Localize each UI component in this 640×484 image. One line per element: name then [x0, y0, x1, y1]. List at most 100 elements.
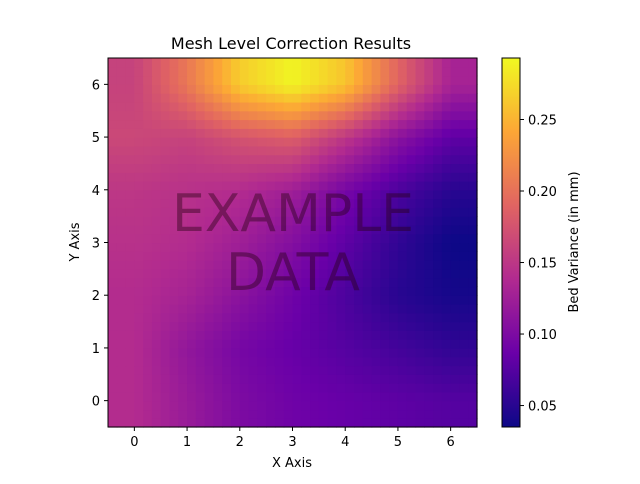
heatmap-cell — [362, 356, 373, 367]
heatmap-cell — [468, 339, 478, 349]
heatmap-cell — [389, 207, 399, 217]
heatmap-cell — [283, 154, 294, 165]
heatmap-cell — [345, 339, 355, 349]
heatmap-cell — [187, 304, 197, 314]
heatmap-cell — [248, 365, 258, 375]
heatmap-cell — [195, 251, 206, 261]
heatmap-cell — [310, 110, 320, 121]
heatmap-cell — [441, 198, 452, 208]
heatmap-cell — [441, 304, 452, 314]
heatmap-cell — [354, 84, 364, 94]
heatmap-cell — [468, 181, 478, 191]
heatmap-cell — [178, 84, 188, 94]
heatmap-cell — [151, 128, 162, 138]
heatmap-cell — [151, 242, 162, 252]
heatmap-cell — [222, 110, 232, 121]
heatmap-cell — [301, 110, 311, 121]
heatmap-cell — [108, 409, 118, 419]
heatmap-cell — [327, 330, 338, 340]
heatmap-cell — [459, 110, 469, 121]
heatmap-cell — [204, 304, 215, 314]
heatmap-cell — [169, 295, 179, 305]
heatmap-cell — [125, 137, 135, 147]
heatmap-cell — [160, 418, 171, 428]
heatmap-cell — [151, 347, 162, 358]
heatmap-cell — [310, 233, 320, 244]
heatmap-cell — [204, 418, 215, 428]
heatmap-cell — [108, 365, 118, 375]
heatmap-cell — [108, 312, 118, 323]
heatmap-cell — [336, 260, 346, 270]
heatmap-cell — [415, 93, 425, 103]
heatmap-cell — [231, 330, 241, 340]
heatmap-cell — [187, 101, 197, 112]
heatmap-cell — [134, 251, 144, 261]
heatmap-cell — [239, 277, 250, 288]
heatmap-cell — [468, 128, 478, 138]
heatmap-cell — [222, 260, 232, 270]
heatmap-cell — [345, 216, 355, 226]
heatmap-cell — [362, 93, 373, 103]
heatmap-cell — [415, 198, 425, 208]
heatmap-cell — [327, 58, 338, 68]
heatmap-cell — [134, 321, 144, 331]
heatmap-cell — [380, 189, 390, 200]
heatmap-cell — [239, 145, 250, 156]
heatmap-cell — [134, 304, 144, 314]
heatmap-cell — [292, 286, 302, 296]
heatmap-cell — [406, 268, 417, 279]
heatmap-cell — [231, 260, 241, 270]
heatmap-cell — [283, 110, 294, 121]
heatmap-cell — [125, 286, 135, 296]
heatmap-cell — [204, 260, 215, 270]
heatmap-cell — [239, 286, 250, 296]
heatmap-cell — [354, 58, 364, 68]
heatmap-cell — [169, 383, 179, 393]
heatmap-cell — [327, 75, 338, 85]
heatmap-cell — [151, 84, 162, 94]
heatmap-cell — [239, 137, 250, 147]
heatmap-cell — [195, 110, 206, 121]
heatmap-cell — [239, 163, 250, 173]
heatmap-cell — [397, 304, 408, 314]
heatmap-cell — [292, 304, 302, 314]
heatmap-cell — [143, 207, 153, 217]
heatmap-cell — [354, 242, 364, 252]
heatmap-cell — [450, 391, 461, 402]
heatmap-cell — [213, 347, 223, 358]
heatmap-cell — [178, 66, 188, 77]
heatmap-cell — [195, 145, 206, 156]
heatmap-cell — [415, 400, 425, 411]
heatmap-cell — [371, 268, 381, 279]
x-tick-label: 2 — [236, 435, 244, 450]
heatmap-cell — [134, 365, 144, 375]
heatmap-cell — [362, 330, 373, 340]
heatmap-cell — [222, 154, 232, 165]
heatmap-cell — [336, 304, 346, 314]
heatmap-cell — [354, 224, 364, 235]
heatmap-cell — [424, 383, 434, 393]
heatmap-cell — [459, 207, 469, 217]
heatmap-cell — [292, 93, 302, 103]
heatmap-cell — [283, 137, 294, 147]
heatmap-cell — [283, 207, 294, 217]
heatmap-cell — [187, 260, 197, 270]
heatmap-cell — [195, 391, 206, 402]
heatmap-cell — [204, 207, 215, 217]
heatmap-cell — [266, 154, 276, 165]
heatmap-cell — [178, 260, 188, 270]
heatmap-cell — [274, 172, 285, 182]
heatmap-cell — [169, 198, 179, 208]
heatmap-cell — [354, 233, 364, 244]
heatmap-cell — [283, 101, 294, 112]
heatmap-cell — [266, 58, 276, 68]
heatmap-cell — [143, 251, 153, 261]
heatmap-cell — [178, 365, 188, 375]
heatmap-cell — [327, 400, 338, 411]
heatmap-cell — [274, 233, 285, 244]
heatmap-cell — [266, 181, 276, 191]
heatmap-cell — [178, 181, 188, 191]
heatmap-cell — [239, 418, 250, 428]
heatmap-cell — [371, 93, 381, 103]
